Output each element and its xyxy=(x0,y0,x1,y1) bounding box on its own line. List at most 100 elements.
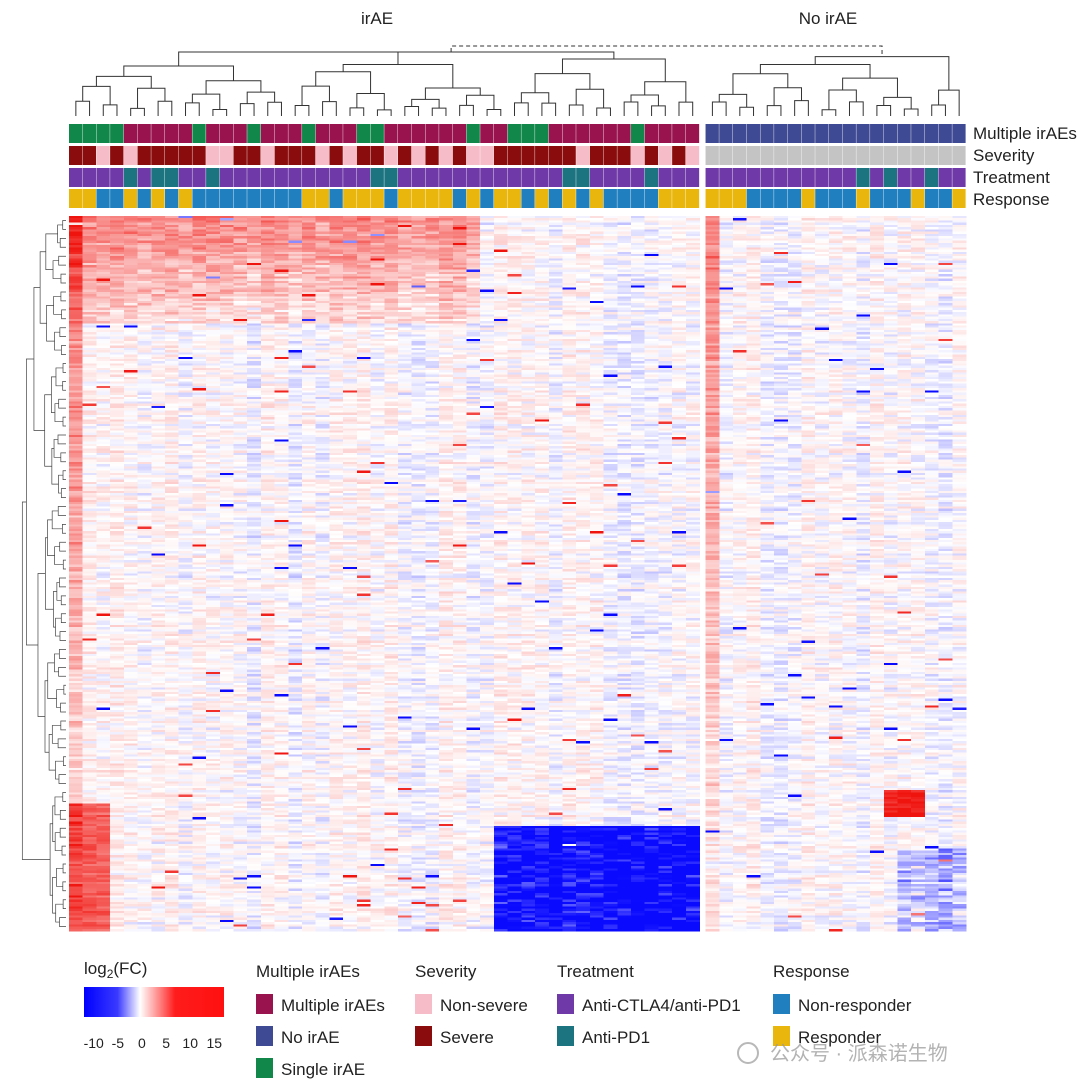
heatmap-cell xyxy=(233,256,248,259)
dendrogram-branch xyxy=(178,51,399,67)
heatmap-cell xyxy=(164,327,179,331)
heatmap-cell xyxy=(356,274,371,277)
heatmap-cell xyxy=(897,220,912,223)
heatmap-cell xyxy=(631,354,646,358)
dendrogram-branch xyxy=(75,100,91,116)
annotation-cell xyxy=(397,168,412,187)
heatmap-cell xyxy=(672,256,687,259)
heatmap-cell xyxy=(302,247,317,250)
heatmap-cell xyxy=(260,298,275,302)
heatmap-cell xyxy=(732,291,747,295)
heatmap-cell xyxy=(110,224,125,228)
heatmap-cell xyxy=(631,271,646,275)
heatmap-cell xyxy=(589,276,604,279)
heatmap-cell xyxy=(315,296,330,299)
heatmap-cell xyxy=(233,236,248,239)
dendrogram-branch xyxy=(431,107,447,116)
heatmap-cell xyxy=(685,318,700,322)
heatmap-cell xyxy=(356,338,371,342)
heatmap-cell xyxy=(493,361,508,364)
heatmap-cell xyxy=(439,323,454,326)
heatmap-cell xyxy=(384,352,399,355)
heatmap-cell xyxy=(589,345,604,349)
heatmap-cell xyxy=(178,370,193,373)
heatmap-cell xyxy=(315,231,330,235)
heatmap-cell xyxy=(151,249,166,253)
heatmap-cell xyxy=(247,309,262,313)
heatmap-cell xyxy=(924,240,939,244)
heatmap-cell xyxy=(685,229,700,232)
heatmap-cell xyxy=(658,269,673,273)
heatmap-cell xyxy=(787,231,802,235)
heatmap-cell xyxy=(521,327,536,331)
heatmap-cell xyxy=(452,370,467,373)
heatmap-cell xyxy=(631,253,646,257)
heatmap-cell xyxy=(110,312,125,315)
heatmap-cell xyxy=(507,329,522,333)
heatmap-cell xyxy=(69,280,84,284)
heatmap-cell xyxy=(787,285,802,288)
heatmap-cell xyxy=(137,269,152,273)
heatmap-cell xyxy=(631,262,646,266)
heatmap-cell xyxy=(732,289,747,293)
heatmap-cell xyxy=(219,229,234,232)
annotation-cell xyxy=(603,124,617,143)
heatmap-cell xyxy=(705,240,720,244)
heatmap-cell xyxy=(562,274,577,277)
heatmap-cell xyxy=(288,327,303,331)
heatmap-cell xyxy=(164,356,179,360)
heatmap-cell xyxy=(329,296,344,299)
heatmap-cell xyxy=(356,229,371,232)
heatmap-cell xyxy=(787,256,802,259)
heatmap-cell xyxy=(343,251,358,255)
annotation-cell xyxy=(774,146,788,165)
heatmap-cell xyxy=(924,276,939,279)
heatmap-cell xyxy=(911,291,926,295)
heatmap-cell xyxy=(774,267,789,270)
heatmap-cell xyxy=(288,329,303,333)
heatmap-cell xyxy=(856,361,871,364)
heatmap-cell xyxy=(219,285,234,288)
heatmap-cell xyxy=(384,329,399,333)
heatmap-cell xyxy=(576,249,591,253)
heatmap-cell xyxy=(219,245,234,248)
heatmap-cell xyxy=(425,231,440,235)
heatmap-cell xyxy=(603,280,618,284)
heatmap-cell xyxy=(151,271,166,275)
heatmap-cell xyxy=(617,359,632,362)
heatmap-cell xyxy=(787,262,802,266)
annotation-cell xyxy=(233,146,247,165)
dendrogram-branch xyxy=(62,380,66,391)
heatmap-cell xyxy=(685,370,700,373)
heatmap-cell xyxy=(123,242,138,246)
heatmap-cell xyxy=(548,249,563,253)
heatmap-cell xyxy=(480,233,495,237)
heatmap-cell xyxy=(96,300,111,304)
heatmap-cell xyxy=(96,269,111,273)
heatmap-cell xyxy=(288,323,303,326)
heatmap-cell xyxy=(828,352,843,355)
heatmap-cell xyxy=(801,229,816,232)
heatmap-cell xyxy=(952,323,967,326)
heatmap-cell xyxy=(924,260,939,264)
heatmap-cell xyxy=(631,352,646,355)
heatmap-cell xyxy=(828,309,843,313)
heatmap-cell xyxy=(206,278,221,282)
heatmap-cell xyxy=(705,291,720,295)
heatmap-cell xyxy=(507,245,522,248)
heatmap-cell xyxy=(562,242,577,246)
heatmap-cell xyxy=(535,343,550,346)
heatmap-cell xyxy=(521,332,536,335)
heatmap-cell xyxy=(548,327,563,331)
heatmap-cell xyxy=(842,245,857,248)
heatmap-cell xyxy=(952,309,967,313)
heatmap-cell xyxy=(192,343,207,346)
dendrogram-branch xyxy=(59,237,66,248)
heatmap-cell xyxy=(82,363,97,366)
heatmap-cell xyxy=(870,251,885,255)
heatmap-cell xyxy=(137,291,152,295)
heatmap-cell xyxy=(658,240,673,244)
annotation-cell xyxy=(938,168,952,187)
heatmap-cell xyxy=(924,318,939,322)
heatmap-cell xyxy=(164,312,179,315)
